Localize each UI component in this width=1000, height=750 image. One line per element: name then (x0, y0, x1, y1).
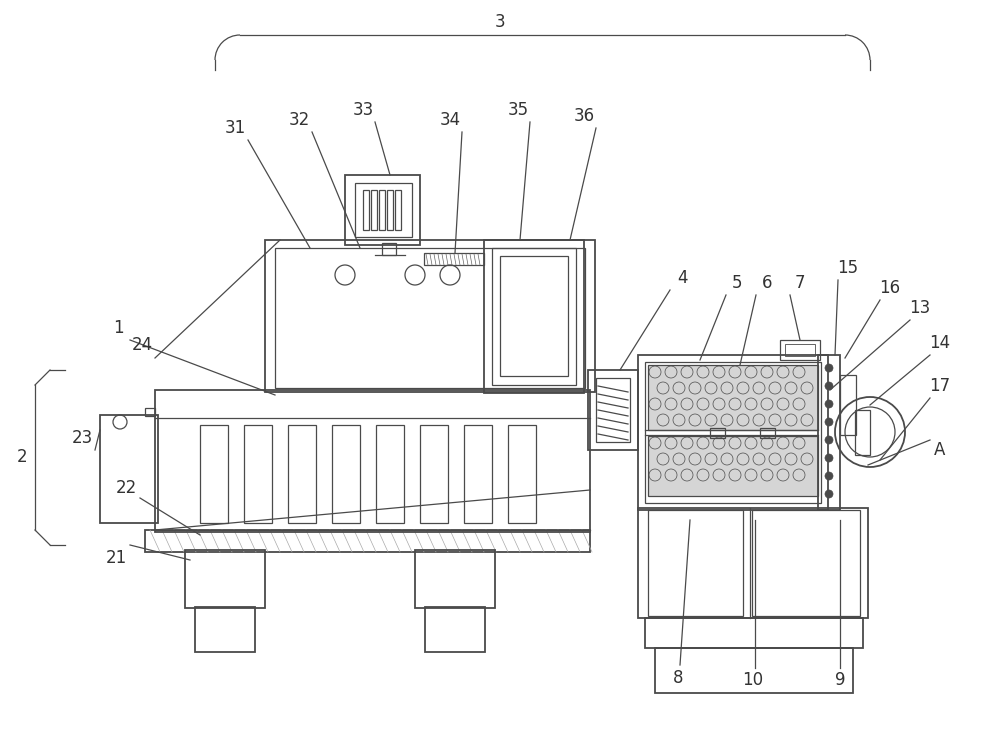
Text: 16: 16 (879, 279, 901, 297)
Bar (655, 648, 853, 693)
Circle shape (825, 400, 833, 408)
Text: 1: 1 (113, 319, 123, 337)
Circle shape (825, 382, 833, 390)
Text: 36: 36 (573, 107, 595, 125)
Text: 2: 2 (17, 448, 27, 466)
Bar (195, 607, 255, 652)
Text: 35: 35 (507, 101, 529, 119)
Bar (275, 248, 585, 388)
Text: 17: 17 (929, 377, 951, 395)
Bar (464, 425, 492, 523)
Bar (645, 618, 863, 648)
Text: 34: 34 (439, 111, 461, 129)
Circle shape (825, 364, 833, 372)
Text: 10: 10 (742, 671, 764, 689)
Text: 15: 15 (837, 259, 859, 277)
Text: 14: 14 (929, 334, 951, 352)
Bar (760, 428, 775, 438)
Bar (379, 190, 385, 230)
Text: 6: 6 (762, 274, 772, 292)
Bar (638, 355, 828, 510)
Text: 5: 5 (732, 274, 742, 292)
Text: 7: 7 (795, 274, 805, 292)
Text: 21: 21 (105, 549, 127, 567)
Bar (155, 390, 590, 532)
Circle shape (825, 436, 833, 444)
Bar (145, 530, 590, 552)
Text: A: A (934, 441, 946, 459)
Bar (200, 425, 228, 523)
Bar (145, 408, 155, 416)
Bar (382, 243, 396, 255)
Circle shape (825, 454, 833, 462)
Bar (345, 175, 420, 245)
Text: 22: 22 (115, 479, 137, 497)
Text: 4: 4 (677, 269, 687, 287)
Bar (500, 256, 568, 376)
Bar (244, 425, 272, 523)
Text: 9: 9 (835, 671, 845, 689)
Bar (588, 370, 638, 450)
Circle shape (825, 418, 833, 426)
Text: 23: 23 (71, 429, 93, 447)
Text: 33: 33 (352, 101, 374, 119)
Bar (638, 508, 868, 618)
Text: 8: 8 (673, 669, 683, 687)
Bar (425, 607, 485, 652)
Bar (387, 190, 393, 230)
Circle shape (825, 490, 833, 498)
Circle shape (825, 472, 833, 480)
Bar (265, 240, 595, 392)
Text: 31: 31 (224, 119, 246, 137)
Bar (100, 415, 158, 523)
Bar (648, 510, 743, 616)
Bar (645, 362, 821, 503)
Bar (395, 190, 401, 230)
Bar (371, 190, 377, 230)
Text: 13: 13 (909, 299, 931, 317)
Bar (780, 340, 820, 360)
Bar (420, 425, 448, 523)
Text: 32: 32 (288, 111, 310, 129)
Bar (288, 425, 316, 523)
Bar (363, 190, 369, 230)
Text: 24: 24 (131, 336, 153, 354)
Bar (492, 248, 576, 385)
Bar (648, 436, 818, 496)
Bar (710, 428, 725, 438)
Bar (648, 365, 818, 430)
Bar (415, 550, 495, 608)
Bar (840, 375, 856, 435)
Bar (332, 425, 360, 523)
Bar (596, 378, 630, 442)
Bar (484, 240, 584, 393)
Bar (752, 510, 860, 616)
Text: 3: 3 (495, 13, 505, 31)
Bar (355, 183, 412, 237)
Bar (855, 410, 870, 455)
Bar (424, 253, 484, 265)
Bar (818, 355, 840, 510)
Bar (376, 425, 404, 523)
Bar (185, 550, 265, 608)
Bar (508, 425, 536, 523)
Bar (785, 344, 815, 356)
